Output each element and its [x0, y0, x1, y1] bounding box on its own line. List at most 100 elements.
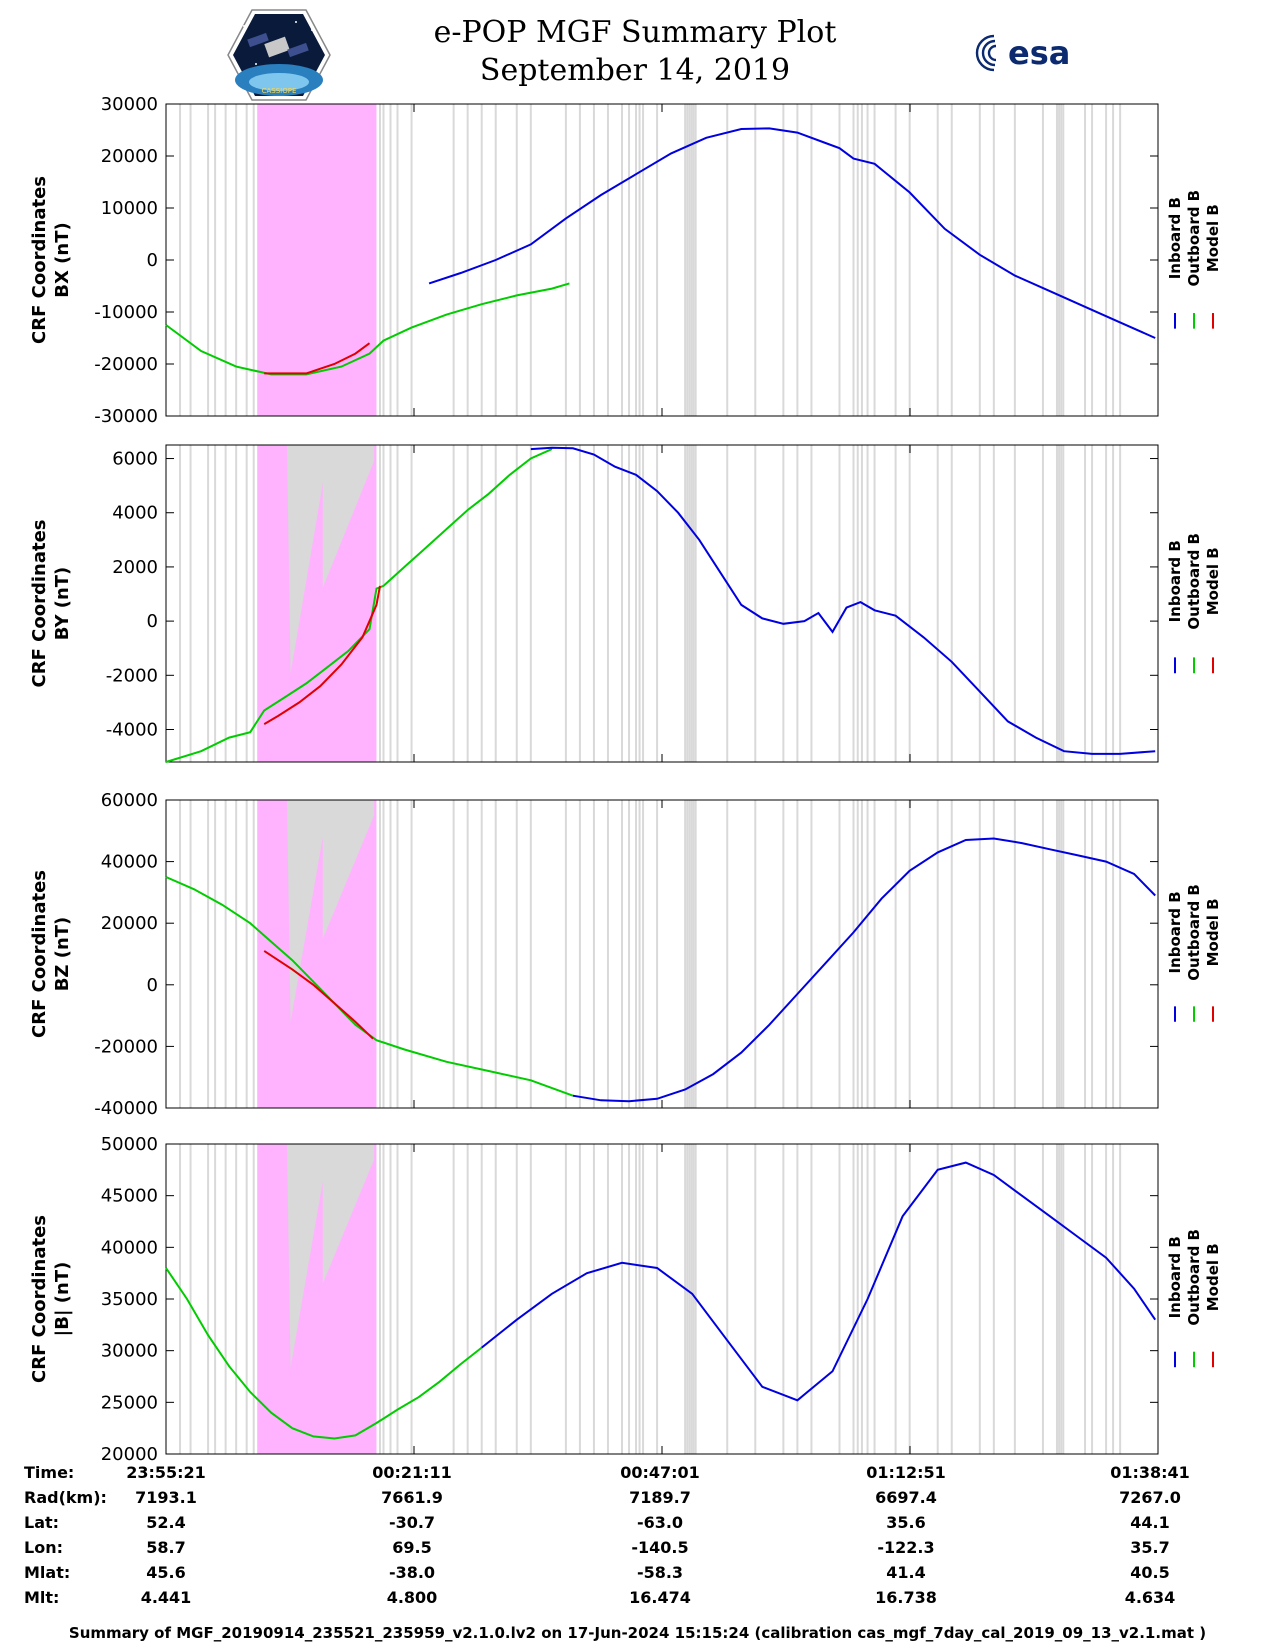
info-row-value: 00:21:11: [372, 1463, 452, 1482]
info-row-value: 52.4: [146, 1513, 186, 1532]
legend-label: Outboard B: [1185, 1229, 1203, 1326]
info-row-value: -58.3: [636, 1563, 684, 1582]
chart-panel-3: 60000 40000 20000 0 -20000 -40000 CRF Coordina…: [29, 790, 1222, 1119]
info-row-value: 01:38:41: [1110, 1463, 1190, 1482]
info-row-value: 35.7: [1130, 1538, 1170, 1557]
y-axis-label: BY (nT): [52, 567, 73, 641]
info-row-value: -140.5: [631, 1538, 689, 1557]
info-row-value: 35.6: [886, 1513, 926, 1532]
esa-logo: esa: [972, 30, 1098, 76]
y-tick-label: 25000: [101, 1392, 158, 1413]
y-axis-label: BX (nT): [52, 222, 73, 297]
y-axis-label: CRF Coordinates: [29, 1215, 50, 1383]
gap-wedge: [287, 1144, 375, 1368]
info-row-value: 69.5: [392, 1538, 432, 1557]
y-tick-label: -40000: [94, 1098, 158, 1119]
outboard-series-line: [165, 1267, 483, 1440]
info-row-value: -30.7: [388, 1513, 436, 1532]
info-row-value: 16.474: [629, 1588, 691, 1607]
y-axis-label: CRF Coordinates: [29, 176, 50, 344]
info-row-value: 58.7: [146, 1538, 186, 1557]
y-tick-label: 0: [147, 975, 158, 996]
legend-label: Inboard B: [1166, 1236, 1184, 1318]
info-row-label: Mlat:: [24, 1563, 71, 1582]
page-title: e-POP MGF Summary Plot September 14, 201…: [390, 14, 880, 90]
info-row-value: 7661.9: [381, 1488, 443, 1507]
legend-label: Inboard B: [1166, 891, 1184, 973]
legend-label: Model B: [1204, 204, 1222, 272]
legend-label: Inboard B: [1166, 540, 1184, 622]
info-row-value: 45.6: [146, 1563, 186, 1582]
info-row-value: -122.3: [877, 1538, 935, 1557]
info-row-label: Lon:: [24, 1538, 63, 1557]
info-row-value: 6697.4: [875, 1488, 937, 1507]
y-tick-label: 6000: [112, 449, 158, 470]
info-row-label: Mlt:: [24, 1588, 60, 1607]
legend-label: Inboard B: [1166, 197, 1184, 279]
y-tick-label: 20000: [101, 146, 158, 167]
info-row-value: 7193.1: [135, 1488, 197, 1507]
inboard-series-line: [530, 446, 1156, 755]
y-tick-label: 60000: [101, 790, 158, 811]
info-row-value: 7189.7: [629, 1488, 691, 1507]
legend-label: Model B: [1204, 898, 1222, 966]
y-tick-label: -10000: [94, 302, 158, 323]
y-axis-label: |B| (nT): [52, 1262, 73, 1337]
y-tick-label: 50000: [101, 1134, 158, 1155]
outboard-series-line: [165, 282, 570, 376]
cassiope-logo: CASSIOPE: [226, 8, 332, 102]
info-row-value: 7267.0: [1119, 1488, 1181, 1507]
info-row-label: Lat:: [24, 1513, 60, 1532]
file-caption: Summary of MGF_20190914_235521_235959_v2…: [68, 1624, 1207, 1642]
y-tick-label: 0: [147, 250, 158, 271]
inboard-series-line: [428, 127, 1156, 339]
y-tick-label: 4000: [112, 503, 158, 524]
y-tick-label: 30000: [101, 1341, 158, 1362]
gap-wedge: [287, 445, 375, 674]
legend-label: Outboard B: [1185, 884, 1203, 981]
inboard-series-line: [572, 837, 1156, 1103]
model-series-line: [263, 950, 374, 1040]
info-row-label: Time:: [24, 1463, 75, 1482]
legend-label: Outboard B: [1185, 190, 1203, 287]
chart-panel-4: 50000 45000 40000 35000 30000 25000 20000 CRF C…: [29, 1134, 1222, 1462]
y-tick-label: 35000: [101, 1289, 158, 1310]
model-series-line: [264, 342, 371, 375]
plot-date: September 14, 2019: [479, 53, 791, 88]
outboard-series-line: [165, 448, 553, 763]
gap-wedge: [287, 800, 375, 1022]
plot-title: e-POP MGF Summary Plot: [433, 15, 837, 50]
y-tick-label: -30000: [94, 406, 158, 427]
info-row: Time: 23:55:21 00:21:11 00:47:01 01:12:51 01:…: [0, 1463, 1275, 1487]
y-axis-label: CRF Coordinates: [29, 520, 50, 688]
info-row-value: 01:12:51: [866, 1463, 946, 1482]
info-row-value: -63.0: [636, 1513, 684, 1532]
info-row-value: -38.0: [388, 1563, 436, 1582]
y-tick-label: 20000: [101, 1444, 158, 1462]
y-tick-label: -20000: [94, 354, 158, 375]
legend-label: Outboard B: [1185, 533, 1203, 630]
y-tick-label: 40000: [101, 852, 158, 873]
info-row-value: 44.1: [1130, 1513, 1170, 1532]
info-row-label: Rad(km):: [24, 1488, 107, 1507]
svg-text:CASSIOPE: CASSIOPE: [262, 87, 297, 95]
y-tick-label: 10000: [101, 198, 158, 219]
info-row: Mlt: 4.441 4.800 16.474 16.738 4.634: [0, 1588, 1275, 1612]
orbit-info-table: Time: 23:55:21 00:21:11 00:47:01 01:12:51 01:…: [0, 1463, 1275, 1623]
info-row-value: 41.4: [886, 1563, 926, 1582]
inboard-series-line: [481, 1161, 1157, 1402]
y-tick-label: 45000: [101, 1186, 158, 1207]
header: CASSIOPE e-POP MGF Summary Plot Septembe…: [0, 0, 1275, 102]
info-row: Lon: 58.7 69.5 -140.5 -122.3 35.7: [0, 1538, 1275, 1562]
chart-panel-1: 30000 20000 10000 0 -10000 -20000 -30000 CRF Co…: [29, 94, 1222, 427]
y-tick-label: -4000: [106, 719, 158, 740]
info-row-value: 4.800: [386, 1588, 438, 1607]
info-row-value: 23:55:21: [126, 1463, 206, 1482]
y-tick-label: -2000: [106, 665, 158, 686]
y-axis-label: BZ (nT): [52, 917, 73, 992]
y-tick-label: 30000: [101, 94, 158, 115]
legend-label: Model B: [1204, 1243, 1222, 1311]
y-axis-label: CRF Coordinates: [29, 870, 50, 1038]
info-row-value: 00:47:01: [620, 1463, 700, 1482]
